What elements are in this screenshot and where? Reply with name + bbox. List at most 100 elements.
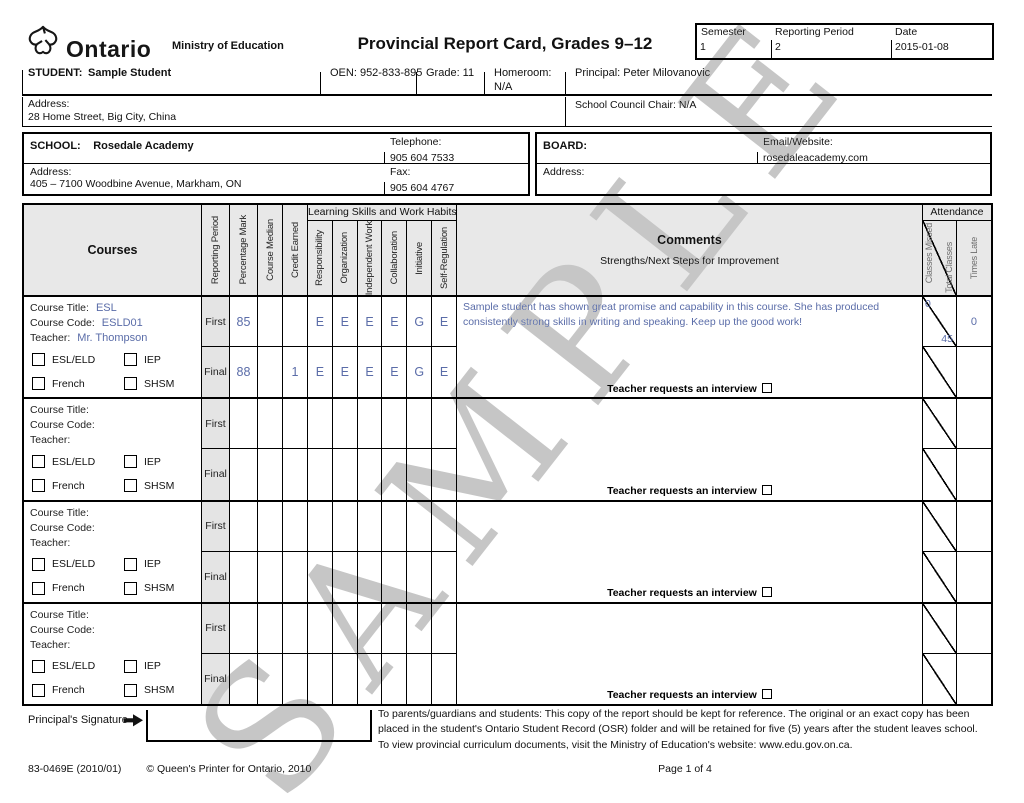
first-self-regulation xyxy=(432,501,457,552)
french-checkbox[interactable] xyxy=(32,683,45,697)
times-late-final-value xyxy=(957,449,991,499)
final-self-regulation: E xyxy=(432,347,457,398)
iep-checkbox[interactable] xyxy=(124,353,137,366)
esl-eld-checkbox[interactable] xyxy=(32,659,45,673)
responsibility-column-header: Responsibility xyxy=(308,221,333,295)
school-label: SCHOOL: xyxy=(30,140,81,152)
fax-label: Fax: xyxy=(390,165,411,178)
first-self-regulation: E xyxy=(432,297,457,348)
esl-eld-checkbox[interactable] xyxy=(32,353,45,366)
attendance-first-cell xyxy=(922,501,957,552)
self-regulation-column-header: Self-Regulation xyxy=(432,221,457,295)
interview-checkbox[interactable] xyxy=(761,484,772,495)
period-first-label: First xyxy=(202,297,230,348)
interview-checkbox[interactable] xyxy=(761,689,772,700)
first-course-median xyxy=(258,297,283,348)
teacher-label: Teacher: xyxy=(30,536,71,549)
first-independent-work: E xyxy=(357,297,383,348)
final-initiative xyxy=(407,551,433,602)
divider xyxy=(22,70,23,94)
principal-name: Principal: Peter Milovanovic xyxy=(575,67,711,79)
times-late-first-value xyxy=(956,604,991,654)
telephone-value: 905 604 7533 xyxy=(384,152,454,164)
final-credit-earned: 1 xyxy=(283,347,308,398)
course-row: Course Title: Course Code: Teacher: ESL/… xyxy=(24,499,991,602)
school-name: Rosedale Academy xyxy=(93,140,194,152)
french-label: French xyxy=(52,479,85,492)
course-info-cell: Course Title: Course Code: Teacher: ESL/… xyxy=(24,501,202,602)
divider xyxy=(484,72,485,94)
footer-notes: To parents/guardians and students: This … xyxy=(378,707,992,753)
semester-label: Semester xyxy=(701,26,746,38)
iep-checkbox[interactable] xyxy=(124,455,137,469)
first-percentage-mark: 85 xyxy=(230,297,258,348)
attendance-first-cell xyxy=(922,603,957,654)
french-checkbox[interactable] xyxy=(32,479,45,493)
interview-request-line: Teacher requests an interview xyxy=(457,688,922,703)
address-band: Address: 28 Home Street, Big City, China… xyxy=(22,96,992,127)
form-id-line: 83-0469E (2010/01) © Queen's Printer for… xyxy=(28,763,311,775)
interview-checkbox[interactable] xyxy=(761,587,772,598)
first-responsibility xyxy=(308,501,333,552)
copyright: © Queen's Printer for Ontario, 2010 xyxy=(146,763,312,775)
teacher-label: Teacher: xyxy=(30,638,71,651)
credit-earned-column-header: Credit Earned xyxy=(283,205,308,295)
shsm-checkbox[interactable] xyxy=(124,377,137,390)
final-initiative xyxy=(407,653,433,704)
semester-info-box: Semester Reporting Period Date 1 2 2015-… xyxy=(695,23,994,60)
classes-missed-value: 0 xyxy=(924,298,931,310)
first-collaboration: E xyxy=(382,297,408,348)
iep-checkbox[interactable] xyxy=(124,557,137,571)
interview-request-line: Teacher requests an interview xyxy=(457,484,922,499)
final-responsibility xyxy=(308,449,333,500)
semester-value: 1 xyxy=(700,41,706,53)
comments-cell: Teacher requests an interview xyxy=(457,501,923,602)
first-initiative xyxy=(407,603,433,654)
board-box: BOARD: Email/Website: rosedaleacademy.co… xyxy=(535,132,992,196)
organization-column-header: Organization xyxy=(333,221,358,295)
teacher-label: Teacher: xyxy=(30,434,71,447)
first-initiative: G xyxy=(407,297,433,348)
divider xyxy=(416,72,417,94)
shsm-checkbox[interactable] xyxy=(124,683,137,697)
student-address-value: 28 Home Street, Big City, China xyxy=(28,111,177,123)
divider xyxy=(320,72,321,94)
esl-eld-checkbox[interactable] xyxy=(32,557,45,571)
french-label: French xyxy=(52,684,85,697)
french-checkbox[interactable] xyxy=(32,377,45,390)
iep-label: IEP xyxy=(144,660,161,673)
course-code-label: Course Code: xyxy=(30,317,95,329)
course-code-label: Course Code: xyxy=(30,521,95,534)
esl-eld-label: ESL/ELD xyxy=(52,455,96,468)
french-label: French xyxy=(52,582,85,594)
first-independent-work xyxy=(357,399,383,450)
courses-column-header: Courses xyxy=(24,205,202,295)
iep-checkbox[interactable] xyxy=(124,659,137,673)
first-percentage-mark xyxy=(230,399,258,450)
first-credit-earned xyxy=(283,501,308,552)
period-first-label: First xyxy=(202,501,230,552)
final-course-median xyxy=(258,551,283,602)
period-final-label: Final xyxy=(202,449,230,500)
ontario-logo: Ontario xyxy=(24,24,151,63)
divider xyxy=(565,72,566,94)
attendance-final-cell xyxy=(922,551,957,602)
final-collaboration xyxy=(382,449,408,500)
first-responsibility xyxy=(308,603,333,654)
french-checkbox[interactable] xyxy=(32,581,45,595)
signature-field[interactable] xyxy=(146,710,372,742)
homeroom-label: Homeroom: xyxy=(494,67,552,79)
shsm-checkbox[interactable] xyxy=(124,581,137,595)
interview-checkbox[interactable] xyxy=(761,382,772,393)
percentage-mark-column-header: Percentage Mark xyxy=(230,205,258,295)
esl-eld-checkbox[interactable] xyxy=(32,455,45,469)
shsm-label: SHSM xyxy=(144,377,175,390)
course-row: Course Title: Course Code: Teacher: ESL/… xyxy=(24,397,991,500)
curriculum-note: To view provincial curriculum documents,… xyxy=(378,738,853,751)
shsm-checkbox[interactable] xyxy=(124,479,137,493)
final-responsibility xyxy=(308,551,333,602)
french-label: French xyxy=(52,377,85,390)
first-credit-earned xyxy=(283,399,308,450)
first-self-regulation xyxy=(432,603,457,654)
attendance-final-cell xyxy=(922,653,957,704)
